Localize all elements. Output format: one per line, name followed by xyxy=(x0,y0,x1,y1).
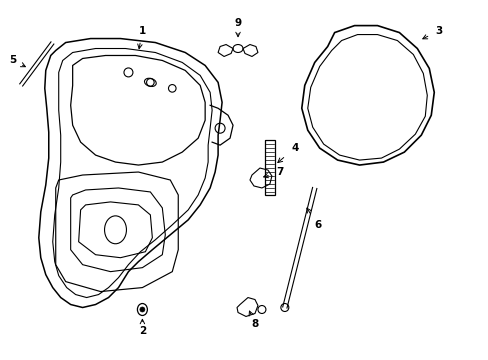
Text: 7: 7 xyxy=(276,167,283,177)
Text: 9: 9 xyxy=(234,18,241,28)
Text: 5: 5 xyxy=(9,55,17,66)
Text: 2: 2 xyxy=(139,327,146,336)
Text: 8: 8 xyxy=(251,319,258,329)
Circle shape xyxy=(140,307,144,312)
Text: 3: 3 xyxy=(435,26,442,36)
Text: 1: 1 xyxy=(139,26,146,36)
Text: 4: 4 xyxy=(290,143,298,153)
Text: 6: 6 xyxy=(313,220,321,230)
